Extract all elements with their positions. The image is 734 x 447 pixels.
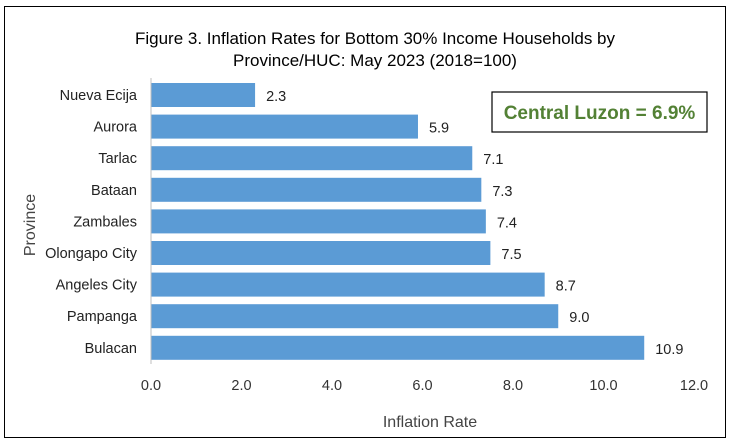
category-label-bulacan: Bulacan (85, 341, 137, 357)
category-label-olongapo-city: Olongapo City (45, 246, 138, 262)
x-axis-title: Inflation Rate (383, 414, 477, 431)
value-label-pampanga: 9.0 (569, 310, 589, 326)
x-tick-label: 0.0 (141, 378, 161, 394)
bar-olongapo-city (151, 241, 491, 265)
category-label-angeles-city: Angeles City (56, 278, 138, 294)
bar-pampanga (151, 304, 559, 329)
bar-bataan (151, 177, 482, 202)
category-label-aurora: Aurora (93, 120, 137, 136)
x-tick-label: 4.0 (322, 378, 342, 394)
bar-tarlac (151, 146, 473, 171)
callout-box (491, 91, 708, 133)
x-tick-label: 8.0 (503, 378, 523, 394)
y-axis-title: Province (22, 194, 39, 256)
chart-title-line-1: Figure 3. Inflation Rates for Bottom 30%… (135, 29, 616, 48)
bar-angeles-city (151, 272, 545, 297)
value-labels: 2.3 5.9 7.1 7.3 7.4 7.5 8.7 9.0 10.9 (266, 89, 683, 358)
category-label-nueva-ecija: Nueva Ecija (60, 88, 138, 104)
central-luzon-callout: Central Luzon = 6.9% (491, 91, 708, 133)
value-label-bataan: 7.3 (492, 184, 512, 200)
x-tick-label: 2.0 (231, 378, 251, 394)
bars-group (151, 83, 645, 360)
bar-zambales (151, 209, 486, 234)
x-tick-label: 12.0 (680, 378, 708, 394)
value-label-olongapo-city: 7.5 (501, 247, 521, 263)
value-label-bulacan: 10.9 (655, 342, 683, 358)
callout-text: Central Luzon = 6.9% (504, 103, 696, 124)
chart-title-line-2: Province/HUC: May 2023 (2018=100) (233, 51, 517, 70)
category-labels: Nueva Ecija Aurora Tarlac Bataan Zambales Olo… (45, 88, 138, 357)
value-label-aurora: 5.9 (429, 121, 449, 137)
bar-aurora (151, 114, 418, 139)
value-label-nueva-ecija: 2.3 (266, 89, 286, 105)
x-tick-labels: 0.0 2.0 4.0 6.0 8.0 10.0 12.0 (141, 378, 708, 394)
category-label-pampanga: Pampanga (67, 309, 138, 325)
category-label-bataan: Bataan (91, 183, 137, 199)
value-label-zambales: 7.4 (497, 215, 517, 231)
value-label-tarlac: 7.1 (483, 152, 503, 168)
bar-nueva-ecija (151, 83, 256, 107)
bar-bulacan (151, 335, 645, 360)
category-label-tarlac: Tarlac (98, 151, 137, 167)
category-label-zambales: Zambales (73, 214, 137, 230)
x-tick-label: 6.0 (412, 378, 432, 394)
x-tick-label: 10.0 (589, 378, 617, 394)
value-label-angeles-city: 8.7 (556, 279, 576, 295)
